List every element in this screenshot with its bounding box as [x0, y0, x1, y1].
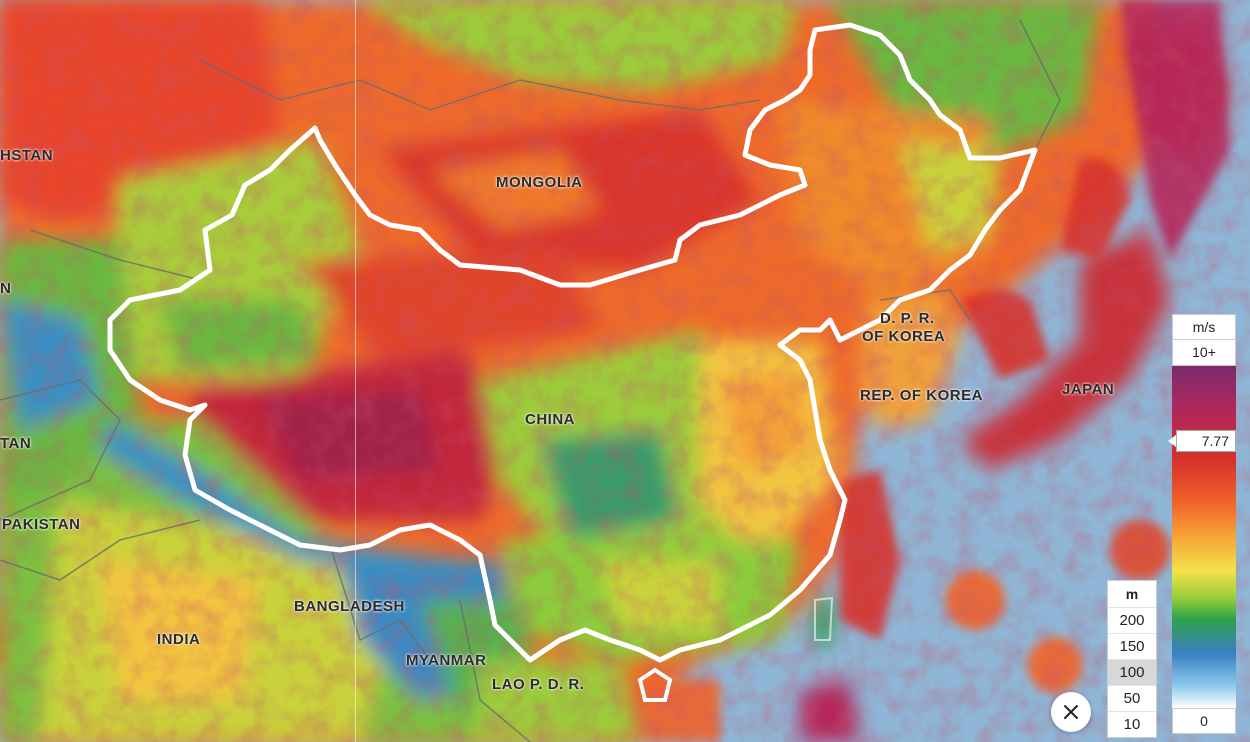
label-japan: JAPAN — [1062, 381, 1115, 398]
height-option-10[interactable]: 10 — [1108, 711, 1156, 737]
label-kazakhstan: HSTAN — [0, 147, 54, 164]
label-china: CHINA — [525, 411, 575, 428]
label-rok: REP. OF KOREA — [860, 387, 983, 404]
label-afghanistan: TAN — [0, 435, 32, 452]
legend-unit: m/s — [1172, 314, 1236, 340]
meridian-line — [355, 0, 356, 742]
height-option-200[interactable]: 200 — [1108, 607, 1156, 633]
legend-color-bar — [1172, 366, 1236, 708]
label-bangladesh: BANGLADESH — [294, 598, 405, 615]
legend-min: 0 — [1172, 708, 1236, 734]
label-pakistan: PAKISTAN — [2, 516, 81, 533]
legend-value-marker: 7.77 — [1168, 430, 1236, 452]
height-selector: m 200 150 100 50 10 — [1107, 580, 1157, 738]
label-laos: LAO P. D. R. — [492, 676, 585, 693]
china-border — [107, 22, 1038, 663]
height-option-100[interactable]: 100 — [1108, 659, 1156, 685]
label-dprk: D. P. R. — [880, 310, 935, 327]
label-india: INDIA — [157, 631, 201, 648]
close-icon — [1064, 705, 1078, 719]
height-option-150[interactable]: 150 — [1108, 633, 1156, 659]
label-myanmar: MYANMAR — [406, 652, 487, 669]
height-unit: m — [1125, 586, 1139, 602]
close-button[interactable] — [1051, 692, 1091, 732]
label-dprk-2: OF KOREA — [862, 328, 946, 345]
height-option-50[interactable]: 50 — [1108, 685, 1156, 711]
label-mongolia: MONGOLIA — [496, 174, 583, 191]
wind-speed-legend: m/s 10+ 0 — [1172, 314, 1236, 734]
label-edge-n: N — [0, 280, 12, 297]
legend-max: 10+ — [1172, 340, 1236, 366]
